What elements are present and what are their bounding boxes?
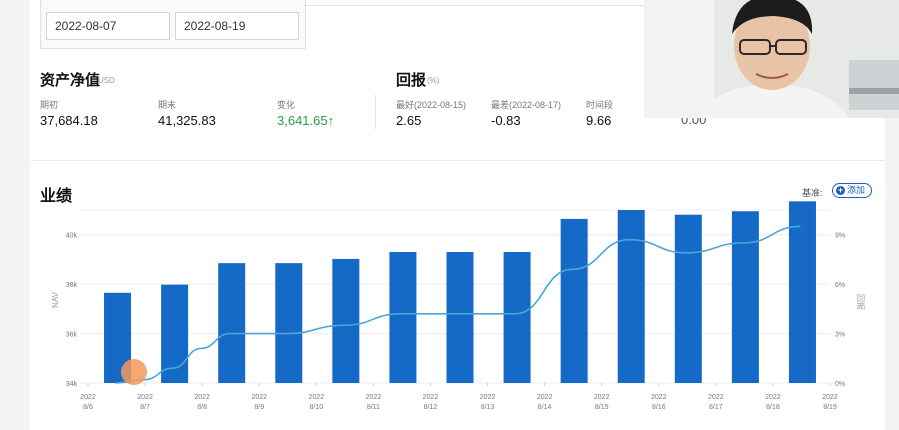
x-tick-year: 2022 bbox=[80, 394, 96, 401]
nav-bar bbox=[389, 252, 417, 383]
x-tick-year: 2022 bbox=[708, 394, 724, 401]
date-range-box: 2022-08-07 2022-08-19 bbox=[40, 0, 306, 49]
x-tick-day: 8/6 bbox=[83, 404, 93, 411]
nav-bar bbox=[446, 252, 474, 383]
x-tick-day: 8/9 bbox=[254, 404, 264, 411]
x-tick-day: 8/8 bbox=[197, 404, 207, 411]
return-best-value: 2.65 bbox=[396, 113, 422, 128]
right-tick-label: 3% bbox=[835, 332, 845, 339]
nav-bar bbox=[788, 201, 816, 383]
cursor-highlight bbox=[121, 359, 147, 385]
nav-start-value: 37,684.18 bbox=[40, 113, 98, 128]
x-tick-year: 2022 bbox=[251, 394, 267, 401]
nav-bar bbox=[674, 214, 702, 383]
nav-change-label: 变化 bbox=[277, 100, 296, 110]
x-tick-day: 8/11 bbox=[367, 404, 380, 411]
nav-end-value: 41,325.83 bbox=[158, 113, 216, 128]
start-date-input[interactable]: 2022-08-07 bbox=[46, 12, 170, 40]
nav-bar bbox=[332, 258, 360, 383]
right-axis-label: 回报 bbox=[856, 294, 866, 310]
return-worst-label: 最差(2022-08-17) bbox=[491, 100, 562, 110]
nav-bar bbox=[218, 263, 246, 383]
benchmark-label: 基准: bbox=[802, 188, 823, 198]
add-benchmark-label: 添加 bbox=[847, 185, 866, 195]
x-tick-year: 2022 bbox=[594, 394, 610, 401]
nav-section-title: 资产净值 bbox=[40, 72, 101, 89]
performance-title: 业绩 bbox=[40, 188, 73, 205]
webcam-overlay bbox=[644, 0, 899, 118]
nav-start-label: 期初 bbox=[40, 100, 59, 110]
x-tick-year: 2022 bbox=[366, 394, 382, 401]
top-divider bbox=[304, 5, 644, 6]
x-tick-day: 8/12 bbox=[424, 404, 438, 411]
x-tick-year: 2022 bbox=[194, 394, 210, 401]
x-tick-day: 8/18 bbox=[766, 404, 780, 411]
left-tick-label: 38k bbox=[66, 282, 78, 289]
left-tick-label: 40k bbox=[66, 233, 78, 240]
x-tick-day: 8/14 bbox=[538, 404, 552, 411]
return-line bbox=[115, 225, 801, 384]
nav-bar bbox=[560, 218, 588, 383]
left-axis-label: NAV bbox=[51, 291, 60, 308]
nav-end-label: 期末 bbox=[158, 100, 177, 110]
x-tick-day: 8/13 bbox=[481, 404, 495, 411]
return-line-path bbox=[115, 225, 801, 384]
x-tick-year: 2022 bbox=[765, 394, 781, 401]
add-benchmark-button[interactable]: + 添加 bbox=[832, 183, 872, 198]
left-tick-label: 36k bbox=[66, 332, 78, 339]
x-tick-year: 2022 bbox=[822, 394, 838, 401]
right-tick-label: 0% bbox=[835, 381, 845, 388]
return-section-unit: (%) bbox=[427, 76, 440, 85]
nav-bar bbox=[275, 263, 303, 383]
right-axis-ticks: 0% 3% 6% 9% bbox=[835, 233, 845, 388]
return-worst-value: -0.83 bbox=[491, 113, 521, 128]
x-tick-day: 8/19 bbox=[823, 404, 837, 411]
nav-bar bbox=[617, 210, 645, 383]
return-best-label: 最好(2022-08-15) bbox=[396, 100, 467, 110]
x-tick-day: 8/10 bbox=[309, 404, 323, 411]
plus-icon: + bbox=[836, 185, 845, 195]
nav-bar bbox=[503, 252, 531, 383]
return-period-value: 9.66 bbox=[586, 113, 612, 128]
x-tick-day: 8/17 bbox=[709, 404, 723, 411]
x-tick-day: 8/15 bbox=[595, 404, 609, 411]
x-tick-day: 8/7 bbox=[140, 404, 150, 411]
nav-change-value: 3,641.65↑ bbox=[277, 113, 335, 128]
x-tick-year: 2022 bbox=[137, 394, 153, 401]
left-tick-label: 34k bbox=[66, 381, 78, 388]
return-section-title: 回报 bbox=[396, 72, 427, 89]
x-axis-ticks: 2022 8/6 2022 8/7 2022 8/8 2022 8/9 2022 8/10 2022… bbox=[80, 383, 838, 411]
nav-bars bbox=[104, 201, 816, 383]
end-date-input[interactable]: 2022-08-19 bbox=[175, 12, 299, 40]
x-tick-year: 2022 bbox=[423, 394, 439, 401]
right-tick-label: 6% bbox=[835, 282, 845, 289]
x-tick-year: 2022 bbox=[651, 394, 667, 401]
nav-bar bbox=[731, 211, 759, 383]
x-tick-year: 2022 bbox=[480, 394, 496, 401]
x-tick-day: 8/16 bbox=[652, 404, 666, 411]
presenter-video-image bbox=[644, 0, 899, 118]
nav-section-unit: USD bbox=[98, 76, 115, 85]
right-tick-label: 9% bbox=[835, 233, 845, 240]
up-arrow-icon: ↑ bbox=[327, 113, 335, 128]
section-divider bbox=[375, 95, 376, 129]
section-rule bbox=[30, 160, 885, 161]
x-tick-year: 2022 bbox=[309, 394, 325, 401]
nav-bar bbox=[161, 284, 189, 383]
return-period-label: 时间段 bbox=[586, 100, 614, 110]
x-tick-year: 2022 bbox=[537, 394, 553, 401]
left-axis-ticks: 34k 36k 38k 40k bbox=[66, 233, 78, 388]
